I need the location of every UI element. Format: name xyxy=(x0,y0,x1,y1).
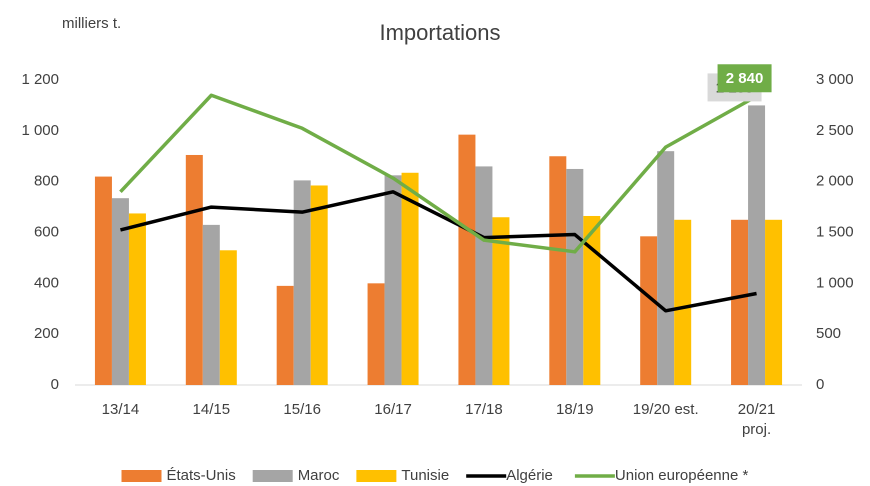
y2-tick-label: 1 000 xyxy=(816,274,854,291)
bar xyxy=(475,166,493,385)
line-series xyxy=(119,93,758,254)
x-tick-label: 16/17 xyxy=(374,401,412,418)
legend-label: Maroc xyxy=(298,467,340,484)
bar xyxy=(367,283,385,385)
bar xyxy=(458,134,476,385)
bar xyxy=(765,219,783,385)
legend-label: États-Unis xyxy=(167,467,236,484)
x-tick-label: 17/18 xyxy=(465,401,503,418)
legend: États-Unis Maroc Tunisie Algérie Union europ… xyxy=(121,467,749,484)
value-label-box xyxy=(717,64,772,93)
x-tick-label: 20/21 proj. xyxy=(738,401,776,438)
bar xyxy=(293,180,311,385)
value-label: 2 840 xyxy=(726,70,764,87)
legend-label: Tunisie xyxy=(401,467,449,484)
y-tick-label: 800 xyxy=(34,173,59,190)
x-tick-label: 15/16 xyxy=(283,401,321,418)
y-tick-label: 600 xyxy=(34,223,59,240)
bar xyxy=(128,213,146,385)
legend-label: Algérie xyxy=(506,467,553,484)
line-series xyxy=(120,190,757,313)
x-tick-label: 13/14 xyxy=(102,401,140,418)
x-tick-label: 18/19 xyxy=(556,401,594,418)
x-tick-label: 19/20 est. xyxy=(633,401,699,418)
bar xyxy=(583,215,601,385)
bar xyxy=(640,236,658,385)
y2-tick-label: 500 xyxy=(816,325,841,342)
bar xyxy=(657,151,675,385)
bar xyxy=(566,168,584,385)
y-tick-label: 0 xyxy=(51,376,59,393)
bar xyxy=(219,250,237,385)
bar xyxy=(549,156,567,385)
y-tick-label: 1 000 xyxy=(21,122,59,139)
legend-swatch xyxy=(121,470,162,482)
legend-label: Union européenne * xyxy=(615,467,749,484)
bar xyxy=(185,154,203,385)
legend-swatch xyxy=(356,470,397,482)
y-axis-label: milliers t. xyxy=(62,15,121,32)
bar xyxy=(674,219,692,385)
chart-title: Importations xyxy=(379,20,500,45)
bar xyxy=(748,105,766,386)
legend-swatch xyxy=(252,470,293,482)
y2-tick-label: 2 000 xyxy=(816,173,854,190)
bar xyxy=(94,176,112,385)
x-tick-label: 14/15 xyxy=(193,401,231,418)
y2-tick-label: 1 500 xyxy=(816,223,854,240)
bar xyxy=(310,185,328,385)
y-tick-label: 400 xyxy=(34,274,59,291)
y2-tick-label: 3 000 xyxy=(816,71,854,88)
bar xyxy=(202,224,220,385)
y2-tick-label: 0 xyxy=(816,376,824,393)
y-tick-label: 1 200 xyxy=(21,71,59,88)
bar xyxy=(276,285,294,385)
bar xyxy=(731,219,749,385)
bar xyxy=(111,198,129,385)
bar xyxy=(492,217,510,385)
bar xyxy=(384,175,402,385)
y2-tick-label: 2 500 xyxy=(816,122,854,139)
y-tick-label: 200 xyxy=(34,325,59,342)
bar xyxy=(401,172,419,385)
